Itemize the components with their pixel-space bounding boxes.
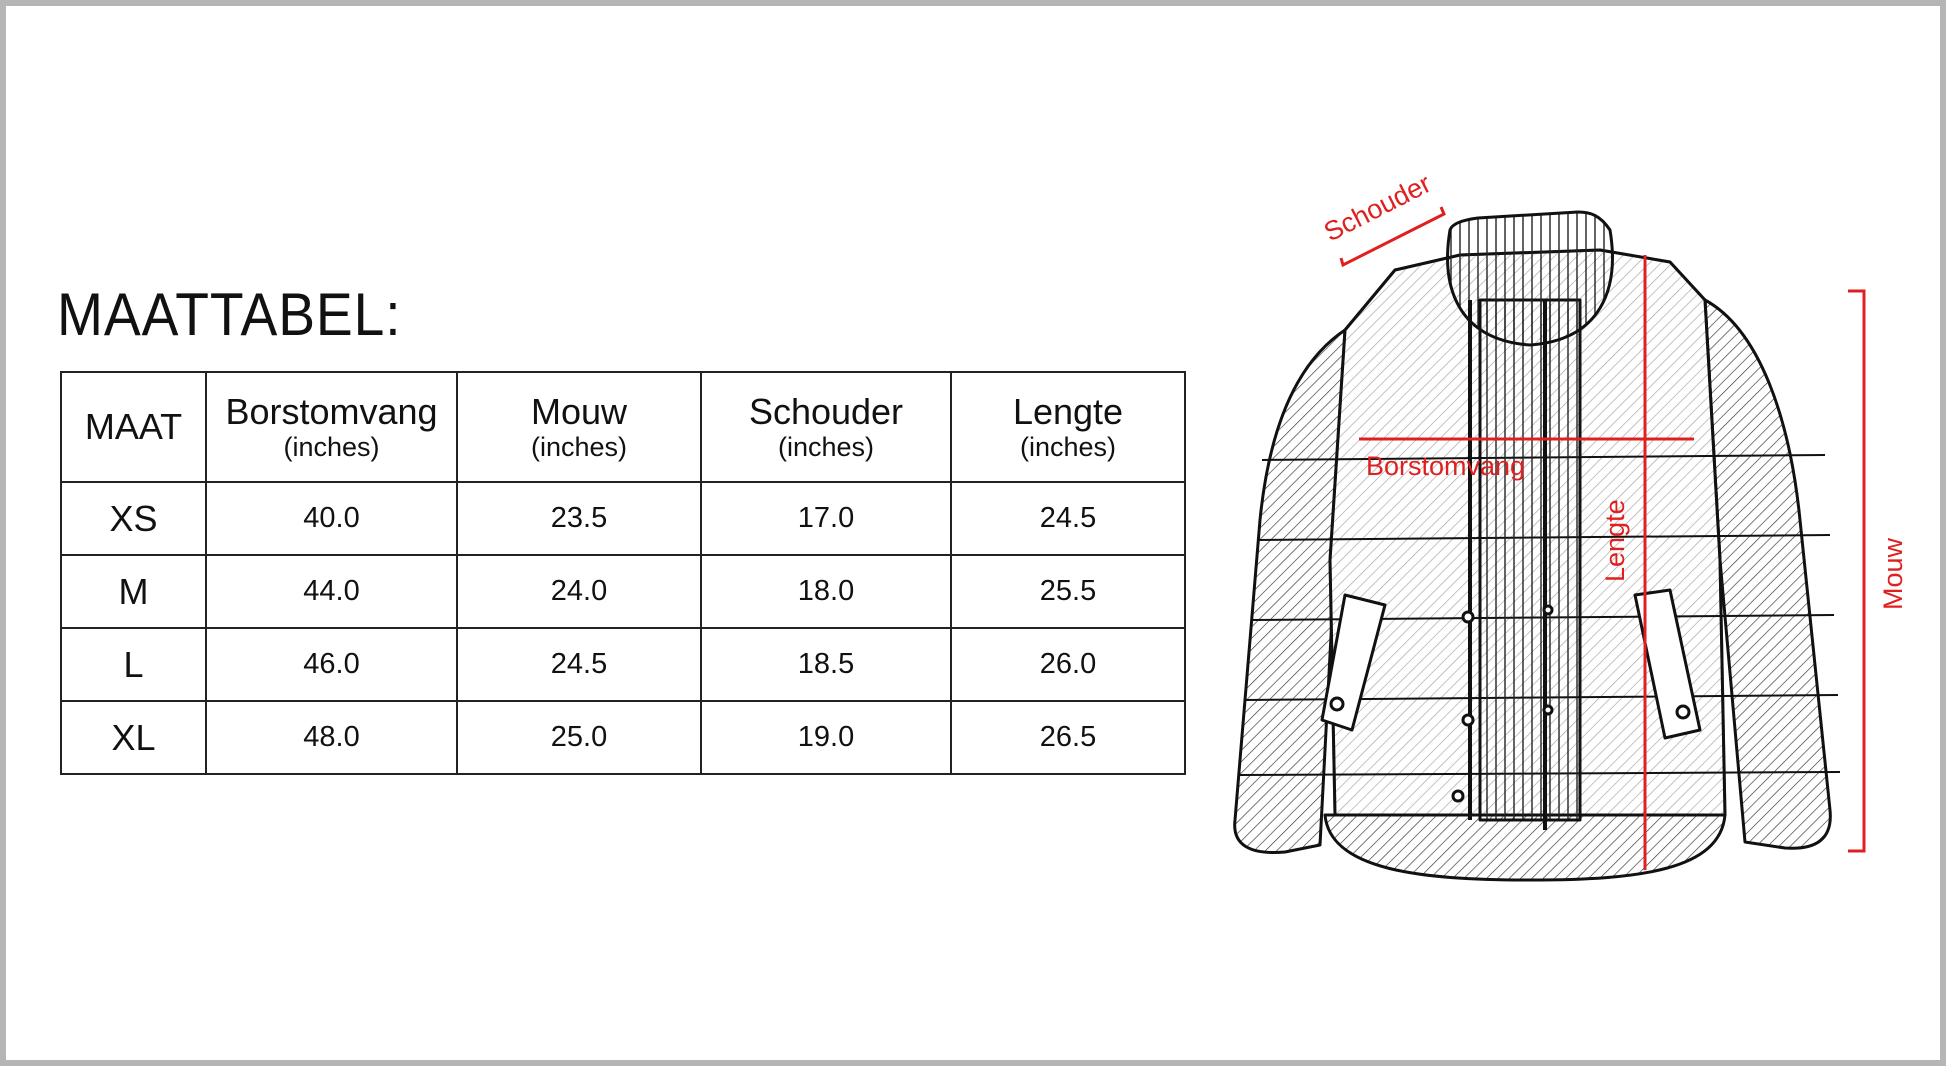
cell-sleeve: 23.5 [456, 481, 702, 556]
table-row: M 44.0 24.0 18.0 25.5 [60, 554, 1186, 629]
cell-shoulder: 18.5 [700, 627, 952, 702]
cell-size: M [60, 554, 207, 629]
page-title: MAATTABEL: [57, 281, 402, 348]
cell-sleeve: 24.0 [456, 554, 702, 629]
table-row: XL 48.0 25.0 19.0 26.5 [60, 700, 1186, 775]
cell-chest: 44.0 [205, 554, 458, 629]
cell-length: 26.0 [950, 627, 1186, 702]
cell-length: 25.5 [950, 554, 1186, 629]
header-length: Lengte (inches) [950, 371, 1186, 483]
size-table: MAAT Borstomvang (inches) Mouw (inches) Sc… [60, 371, 1186, 775]
sleeve-marker [1848, 289, 1866, 853]
length-label: Lengte [1600, 499, 1630, 582]
cell-shoulder: 17.0 [700, 481, 952, 556]
cell-sleeve: 25.0 [456, 700, 702, 775]
header-sleeve: Mouw (inches) [456, 371, 702, 483]
header-shoulder: Schouder (inches) [700, 371, 952, 483]
cell-size: XL [60, 700, 207, 775]
sleeve-label: Mouw [1878, 537, 1908, 610]
header-size: MAAT [60, 371, 207, 483]
shoulder-marker [1339, 206, 1446, 268]
cell-shoulder: 19.0 [700, 700, 952, 775]
cell-chest: 48.0 [205, 700, 458, 775]
cell-chest: 46.0 [205, 627, 458, 702]
table-row: XS 40.0 23.5 17.0 24.5 [60, 481, 1186, 556]
cell-shoulder: 18.0 [700, 554, 952, 629]
header-chest: Borstomvang (inches) [205, 371, 458, 483]
cell-size: L [60, 627, 207, 702]
cell-length: 24.5 [950, 481, 1186, 556]
cell-length: 26.5 [950, 700, 1186, 775]
cell-chest: 40.0 [205, 481, 458, 556]
chest-label: Borstomvang [1366, 451, 1525, 481]
shoulder-label: Schouder [1319, 168, 1436, 247]
cell-sleeve: 24.5 [456, 627, 702, 702]
cell-size: XS [60, 481, 207, 556]
table-header-row: MAAT Borstomvang (inches) Mouw (inches) Sc… [60, 371, 1186, 483]
jacket-illustration [1233, 210, 1841, 882]
table-row: L 46.0 24.5 18.5 26.0 [60, 627, 1186, 702]
